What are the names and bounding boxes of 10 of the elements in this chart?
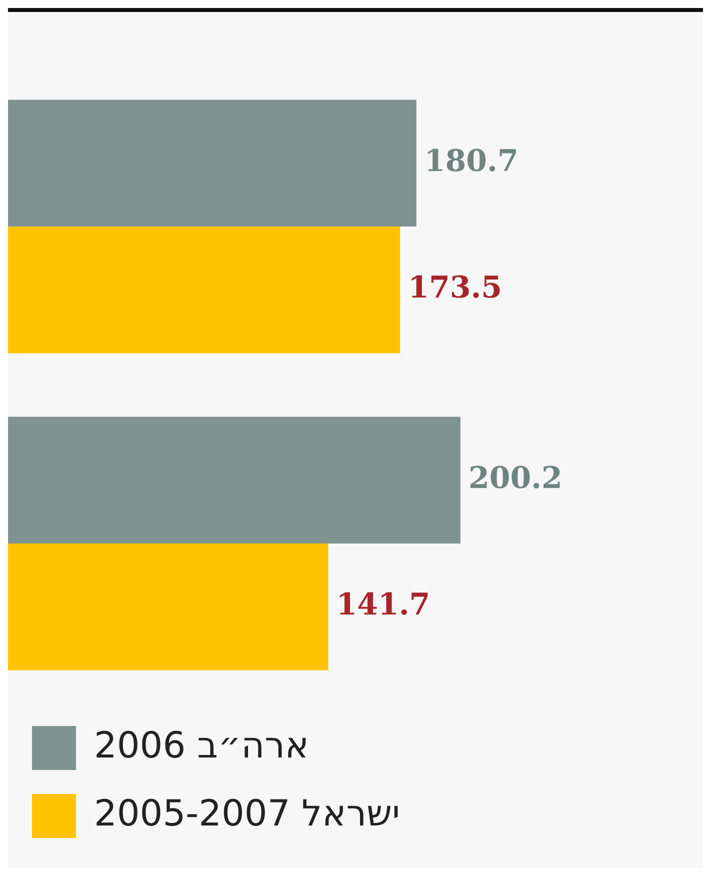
legend-label: ארה״ב 2006	[94, 725, 309, 766]
bar	[8, 416, 460, 544]
data-label: 173.5	[408, 270, 502, 306]
data-label: 200.2	[468, 460, 562, 496]
data-label: 180.7	[424, 144, 518, 179]
legend-label: ישראל 2005-2007	[94, 793, 400, 834]
bar	[8, 226, 400, 354]
data-label: 141.7	[336, 588, 430, 623]
bar	[8, 100, 416, 226]
bar	[8, 544, 328, 670]
